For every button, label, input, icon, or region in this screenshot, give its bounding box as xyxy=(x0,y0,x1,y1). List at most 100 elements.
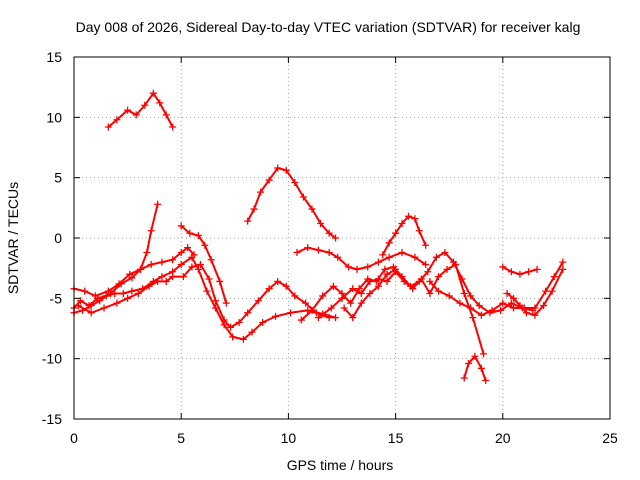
data-point xyxy=(244,309,252,317)
data-point xyxy=(445,292,453,300)
data-point xyxy=(482,376,490,384)
data-point xyxy=(177,261,185,269)
data-point xyxy=(349,285,357,293)
data-point xyxy=(194,232,202,240)
data-point xyxy=(244,217,252,225)
series-line xyxy=(506,268,564,317)
series-arc-16 xyxy=(503,265,567,319)
series-arc-6 xyxy=(177,222,230,307)
data-point xyxy=(132,111,140,119)
data-point xyxy=(186,229,194,237)
data-point xyxy=(460,290,468,298)
data-point xyxy=(235,318,243,326)
series-arc-2 xyxy=(70,200,162,317)
data-point xyxy=(201,241,209,249)
data-point xyxy=(272,312,280,320)
data-point xyxy=(102,292,110,300)
data-point xyxy=(145,282,153,290)
data-point xyxy=(169,273,177,281)
data-point xyxy=(104,123,112,131)
data-point xyxy=(287,309,295,317)
data-point xyxy=(499,299,507,307)
data-point xyxy=(338,290,346,298)
data-point xyxy=(308,306,316,314)
data-point xyxy=(304,244,312,252)
data-point xyxy=(464,359,472,367)
series-arc-11 xyxy=(379,212,430,259)
data-point xyxy=(522,309,530,317)
data-point xyxy=(156,99,164,107)
data-point xyxy=(216,277,224,285)
data-point xyxy=(507,268,515,276)
data-point xyxy=(220,316,228,324)
series-arc-4 xyxy=(70,253,340,343)
series-arc-1 xyxy=(104,89,177,131)
data-point xyxy=(525,268,533,276)
data-point xyxy=(265,176,273,184)
series-line xyxy=(428,261,564,317)
data-point xyxy=(516,302,524,310)
data-point xyxy=(467,292,475,300)
data-point xyxy=(531,304,539,312)
data-point xyxy=(184,244,192,252)
data-point xyxy=(100,304,108,312)
data-point xyxy=(319,292,327,300)
data-point xyxy=(559,265,567,273)
data-point xyxy=(542,287,550,295)
series-line xyxy=(317,263,485,355)
data-point xyxy=(259,318,267,326)
data-point xyxy=(533,265,541,273)
data-point xyxy=(355,285,363,293)
data-point xyxy=(357,290,365,298)
data-point xyxy=(154,277,162,285)
data-point xyxy=(411,253,419,261)
data-point xyxy=(177,248,185,256)
data-point xyxy=(449,258,457,266)
data-point xyxy=(154,200,162,208)
data-point xyxy=(274,277,282,285)
data-point xyxy=(325,248,333,256)
data-point xyxy=(531,311,539,319)
data-point xyxy=(85,302,93,310)
x-tick-label: 15 xyxy=(388,430,404,446)
data-point xyxy=(398,273,406,281)
series-arc-12 xyxy=(340,265,400,322)
data-point xyxy=(81,287,89,295)
data-point xyxy=(188,263,196,271)
series-line xyxy=(381,215,427,256)
axis-ticks: 0 5 10 15 20 25 -15 -10 -5 0 5 10 15 xyxy=(42,49,618,446)
data-point xyxy=(475,302,483,310)
y-tick-label: -10 xyxy=(42,351,62,367)
data-point xyxy=(349,314,357,322)
data-point xyxy=(426,277,434,285)
chart-title: Day 008 of 2026, Sidereal Day-to-day VTE… xyxy=(76,19,581,35)
data-point xyxy=(353,265,361,273)
data-point xyxy=(364,275,372,283)
data-point xyxy=(317,220,325,228)
data-point xyxy=(169,256,177,264)
series-line xyxy=(246,167,337,239)
data-point xyxy=(372,277,380,285)
data-point xyxy=(115,280,123,288)
data-point xyxy=(347,299,355,307)
grid xyxy=(74,57,610,419)
y-tick-label: -5 xyxy=(50,290,63,306)
data-point xyxy=(265,285,273,293)
data-point xyxy=(141,101,149,109)
data-point xyxy=(415,277,423,285)
data-point xyxy=(205,275,213,283)
data-point xyxy=(124,106,132,114)
data-point xyxy=(467,304,475,312)
data-point xyxy=(364,263,372,271)
data-point xyxy=(314,314,322,322)
data-point xyxy=(179,273,187,281)
data-point xyxy=(379,251,387,259)
data-point xyxy=(477,364,485,372)
data-point xyxy=(74,302,82,310)
data-point xyxy=(332,234,340,242)
data-point xyxy=(392,229,400,237)
data-point xyxy=(329,282,337,290)
data-point xyxy=(510,304,518,312)
data-point xyxy=(128,287,136,295)
data-point xyxy=(383,270,391,278)
